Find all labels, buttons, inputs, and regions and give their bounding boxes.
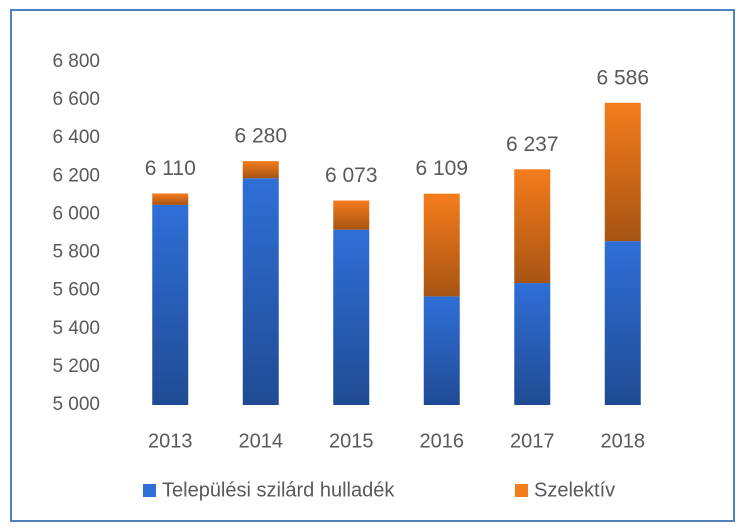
total-label: 6 237: [506, 133, 559, 156]
y-tick-label: 6 200: [52, 165, 100, 186]
bar-segment: [152, 193, 189, 205]
y-tick-label: 6 000: [52, 203, 100, 224]
legend-label: Települési szilárd hulladék: [162, 479, 395, 501]
x-tick-label: 2015: [329, 430, 374, 452]
total-label: 6 110: [145, 157, 196, 180]
total-label: 6 280: [234, 125, 287, 148]
bar-segment: [333, 200, 370, 230]
y-tick-label: 5 000: [52, 394, 100, 415]
y-tick-label: 6 800: [52, 51, 100, 72]
y-tick-label: 5 400: [52, 318, 100, 339]
bar-segment: [514, 283, 551, 405]
x-tick-label: 2014: [239, 430, 284, 452]
legend-swatch: [515, 484, 528, 497]
total-label: 6 586: [596, 66, 649, 89]
x-tick-label: 2016: [420, 430, 465, 452]
y-tick-label: 5 800: [52, 242, 100, 263]
total-label: 6 109: [415, 157, 468, 180]
bar-segment: [242, 161, 279, 179]
x-tick-label: 2013: [148, 430, 193, 452]
legend-label: Szelektív: [534, 479, 615, 501]
total-label: 6 073: [325, 164, 378, 187]
legend-swatch: [143, 484, 156, 497]
bar-segment: [514, 169, 551, 284]
x-tick-label: 2017: [510, 430, 555, 452]
bar-segment: [333, 229, 370, 405]
bar-segment: [152, 204, 189, 405]
bar-segment: [423, 296, 460, 405]
bar-segment: [242, 178, 279, 405]
bar-segment: [423, 193, 460, 297]
x-tick-label: 2018: [601, 430, 646, 452]
y-tick-label: 5 200: [52, 356, 100, 377]
bar-segment: [604, 102, 641, 242]
y-tick-label: 6 600: [52, 89, 100, 110]
y-tick-label: 6 400: [52, 127, 100, 148]
bar-segment: [604, 241, 641, 405]
y-tick-label: 5 600: [52, 280, 100, 301]
